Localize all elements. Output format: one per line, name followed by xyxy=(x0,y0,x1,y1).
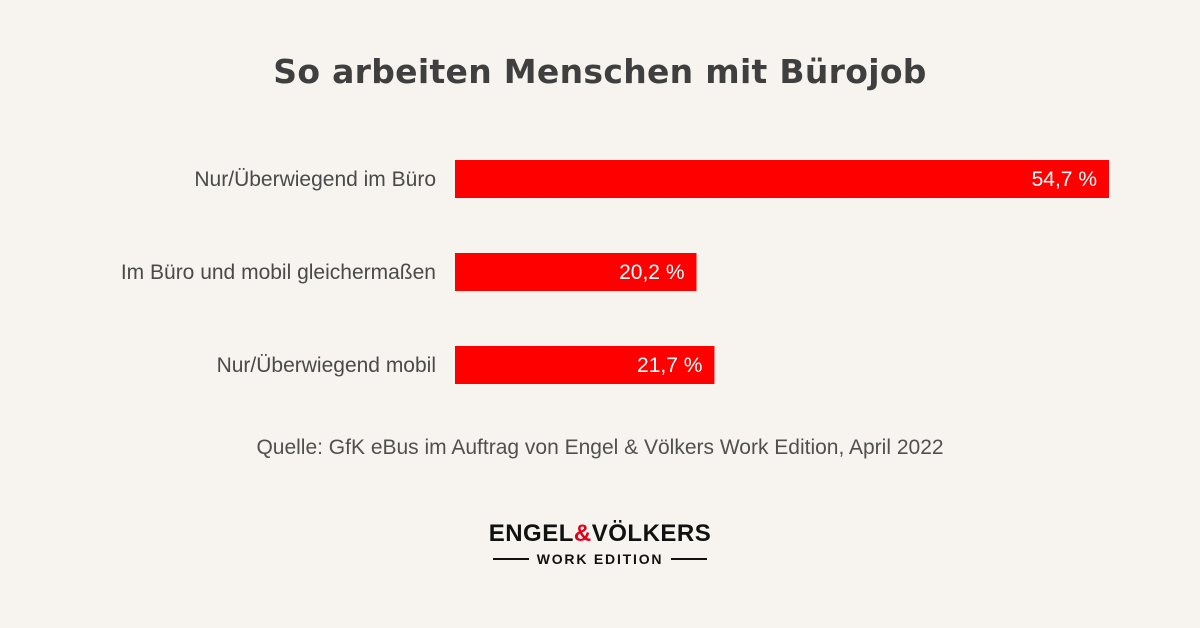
category-label: Nur/Überwiegend mobil xyxy=(217,354,436,377)
bar xyxy=(455,160,1109,198)
logo-subline: WORK EDITION xyxy=(0,551,1200,567)
logo-engel: ENGEL xyxy=(488,520,574,547)
logo-subtext: WORK EDITION xyxy=(536,551,664,567)
value-label: 20,2 % xyxy=(619,261,684,284)
value-label: 21,7 % xyxy=(637,354,702,377)
brand-logo: ENGEL&VÖLKERS WORK EDITION xyxy=(0,520,1200,567)
logo-ampersand: & xyxy=(573,520,592,547)
category-label: Im Büro und mobil gleichermaßen xyxy=(121,261,436,284)
logo-voelkers: VÖLKERS xyxy=(591,520,712,547)
logo-wordmark: ENGEL&VÖLKERS xyxy=(0,520,1200,548)
source-note: Quelle: GfK eBus im Auftrag von Engel & … xyxy=(256,436,944,459)
logo-rule-left xyxy=(492,558,529,560)
bar xyxy=(455,253,697,291)
category-label: Nur/Überwiegend im Büro xyxy=(194,168,436,191)
bar xyxy=(455,346,715,384)
chart-title: So arbeiten Menschen mit Bürojob xyxy=(273,52,927,91)
logo-rule-right xyxy=(671,558,708,560)
value-label: 54,7 % xyxy=(1032,168,1097,191)
